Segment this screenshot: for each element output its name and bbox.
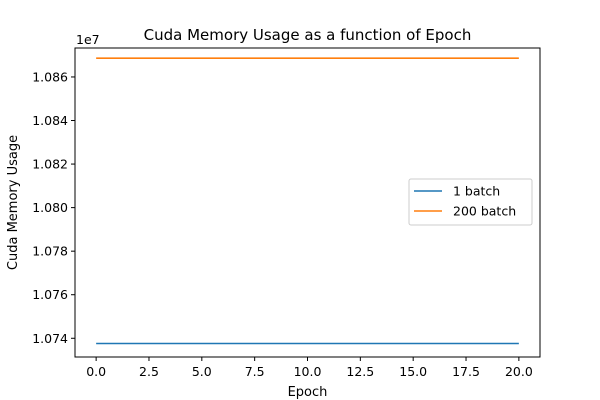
y-axis-label: Cuda Memory Usage bbox=[6, 135, 21, 270]
y-tick-label: 1.086 bbox=[32, 69, 68, 84]
y-tick-label: 1.080 bbox=[32, 200, 68, 215]
chart-title: Cuda Memory Usage as a function of Epoch bbox=[144, 26, 472, 44]
x-tick-label: 5.0 bbox=[192, 364, 212, 379]
y-tick-label: 1.076 bbox=[32, 287, 68, 302]
x-tick-label: 17.5 bbox=[452, 364, 480, 379]
x-tick-label: 7.5 bbox=[245, 364, 265, 379]
y-tick-label: 1.074 bbox=[32, 331, 68, 346]
x-tick-label: 20.0 bbox=[505, 364, 533, 379]
plot-area: 0.0 2.5 5.0 7.5 10.0 12.5 15.0 17.5 20.0 1.0741.… bbox=[32, 47, 541, 379]
legend-label-2: 200 batch bbox=[453, 204, 516, 219]
y-tick-label: 1.082 bbox=[32, 157, 68, 172]
y-offset-label: 1e7 bbox=[76, 32, 100, 47]
legend-label-1: 1 batch bbox=[453, 184, 500, 199]
x-tick-label: 2.5 bbox=[139, 364, 159, 379]
x-tick-label: 0.0 bbox=[86, 364, 106, 379]
x-axis-ticks: 0.0 2.5 5.0 7.5 10.0 12.5 15.0 17.5 20.0 bbox=[86, 357, 533, 379]
x-tick-label: 12.5 bbox=[346, 364, 374, 379]
series-group bbox=[96, 57, 519, 345]
y-tick-label: 1.078 bbox=[32, 244, 68, 259]
x-tick-label: 15.0 bbox=[399, 364, 427, 379]
y-axis-ticks: 1.074 1.076 1.078 1.080 1.082 1.084 1.086 bbox=[32, 69, 75, 346]
legend: 1 batch 200 batch bbox=[408, 178, 533, 226]
x-axis-label: Epoch bbox=[288, 385, 328, 400]
y-tick-label: 1.084 bbox=[32, 113, 68, 128]
x-tick-label: 10.0 bbox=[294, 364, 322, 379]
axes-frame bbox=[74, 47, 541, 358]
